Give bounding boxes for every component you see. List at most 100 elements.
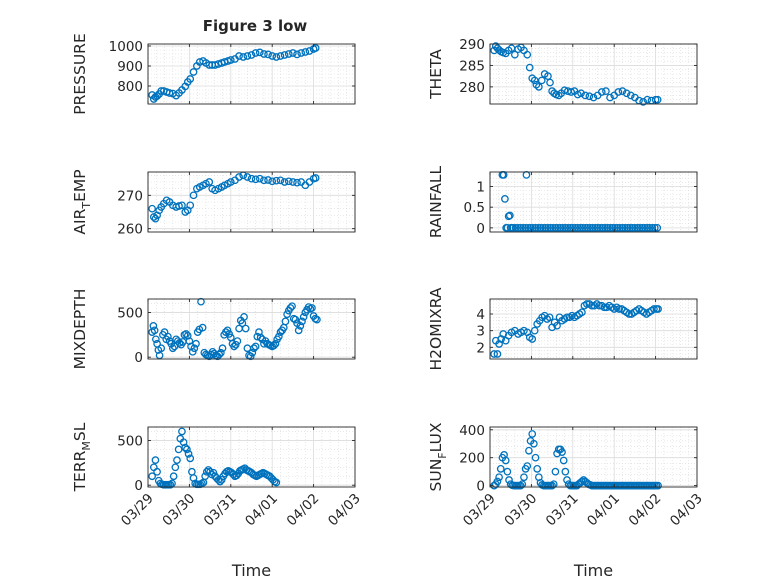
data-point <box>625 310 633 318</box>
data-point <box>241 324 250 333</box>
data-point <box>510 50 519 59</box>
data-point <box>589 93 598 102</box>
data-point <box>182 330 190 338</box>
data-point <box>585 92 594 101</box>
y-tick-label: 0.5 <box>464 200 485 216</box>
data-point <box>148 204 156 213</box>
data-point <box>588 224 597 232</box>
data-point <box>189 191 198 200</box>
x-tick-label: 04/01 <box>242 491 281 530</box>
data-point <box>546 224 555 232</box>
data-point <box>264 50 272 59</box>
data-point <box>174 445 183 454</box>
data-point <box>211 61 219 69</box>
y-tick-label: 1000 <box>109 39 143 55</box>
data-point <box>506 211 514 220</box>
y-tick-label: 270 <box>117 188 143 204</box>
data-point <box>190 344 199 353</box>
data-point <box>169 472 178 481</box>
data-point <box>178 427 186 436</box>
data-point <box>653 224 662 232</box>
y-tick-label: 0 <box>134 350 143 366</box>
x-tick-label: 04/03 <box>667 491 706 530</box>
y-tick-label: 0 <box>476 479 485 495</box>
data-point <box>164 332 172 341</box>
data-point <box>293 178 301 187</box>
data-point <box>528 430 537 438</box>
subplot-3: 260 270 AIRTEMP <box>71 169 356 238</box>
data-point <box>294 326 303 335</box>
data-point <box>534 224 542 232</box>
data-point <box>255 48 264 57</box>
y-axis-label: MIXDEPTH <box>71 289 89 370</box>
data-point <box>621 224 629 232</box>
data-point <box>496 465 505 473</box>
data-point <box>184 450 193 458</box>
data-point <box>608 224 617 232</box>
data-point <box>541 224 550 232</box>
y-axis-label: SUNFLUX <box>427 422 449 491</box>
axes-frame <box>147 298 356 360</box>
y-tick-label: 285 <box>459 58 485 74</box>
subplot-2: 280 285 290 THETA <box>427 37 698 106</box>
data-point <box>523 462 532 470</box>
data-point <box>501 456 510 465</box>
data-point <box>272 478 281 487</box>
data-point <box>528 335 537 343</box>
data-point <box>188 347 197 356</box>
data-point <box>549 224 557 232</box>
data-point <box>170 342 179 351</box>
data-point <box>247 174 256 183</box>
data-point <box>171 463 180 472</box>
data-point <box>516 481 525 490</box>
y-tick-label: 280 <box>459 80 485 96</box>
data-point <box>186 454 195 463</box>
data-point <box>192 339 200 348</box>
data-point <box>561 224 570 232</box>
axes-background <box>490 427 697 487</box>
data-point <box>289 49 297 57</box>
data-point <box>305 47 314 55</box>
x-tick-label: 04/02 <box>626 491 665 530</box>
data-point <box>567 88 575 96</box>
x-tick-label: 04/03 <box>325 491 364 530</box>
data-point <box>622 89 631 98</box>
data-point <box>551 467 560 476</box>
data-point <box>311 174 320 182</box>
data-point <box>235 52 243 60</box>
data-point <box>255 174 264 183</box>
data-point <box>281 317 290 326</box>
data-point <box>251 49 260 57</box>
y-axis-label: THETA <box>427 49 445 100</box>
data-point <box>311 44 320 52</box>
data-point <box>260 176 268 185</box>
data-point <box>626 224 634 232</box>
data-point <box>217 348 225 357</box>
data-point <box>530 326 539 335</box>
y-tick-label: 200 <box>459 451 485 467</box>
data-point <box>525 446 533 455</box>
data-point <box>521 224 530 232</box>
data-point <box>276 52 285 60</box>
data-point <box>214 475 223 484</box>
data-point <box>638 224 647 232</box>
data-point <box>168 344 177 353</box>
data-point <box>296 322 305 330</box>
data-point <box>235 173 243 181</box>
y-axis-label: H2OMIXRA <box>427 287 445 370</box>
data-point <box>601 224 609 232</box>
data-point <box>201 472 209 481</box>
data-point <box>157 344 166 353</box>
data-point <box>251 342 260 351</box>
axes-frame <box>147 426 356 488</box>
data-point <box>250 344 258 353</box>
data-point <box>650 224 659 232</box>
data-point <box>247 51 256 59</box>
data-point <box>643 224 652 232</box>
data-point <box>166 480 175 489</box>
data-point <box>183 445 191 454</box>
data-point <box>548 481 556 490</box>
data-point <box>181 443 190 452</box>
data-point <box>233 337 242 345</box>
